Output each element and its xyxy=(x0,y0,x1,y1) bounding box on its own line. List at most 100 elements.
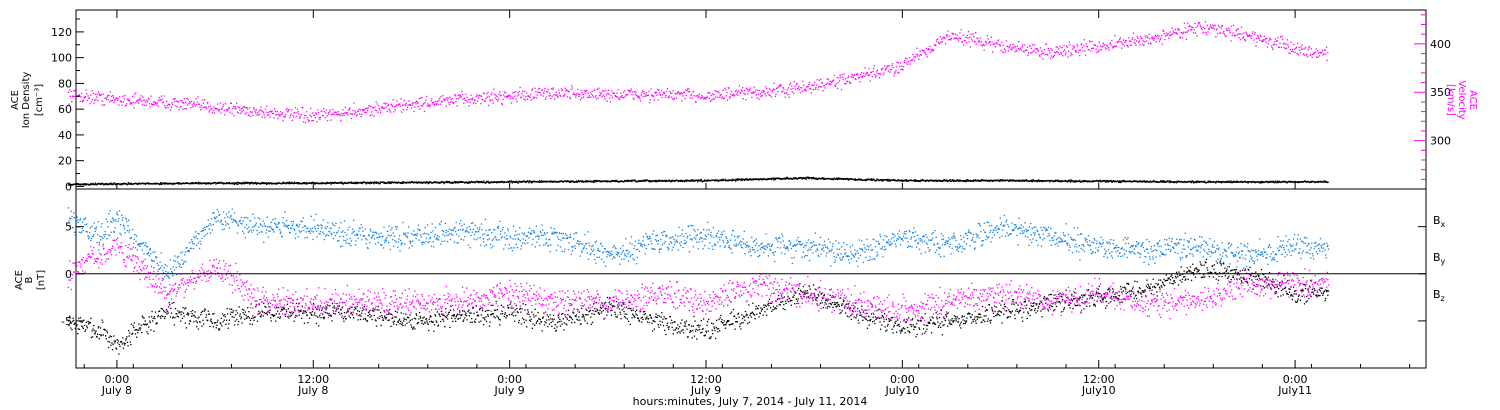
density-point xyxy=(179,182,181,184)
velocity-point xyxy=(348,108,350,110)
velocity-point xyxy=(347,114,349,116)
density-point xyxy=(483,180,485,182)
velocity-point xyxy=(358,108,360,110)
bx-point xyxy=(285,309,287,311)
velocity-point xyxy=(856,73,858,75)
bx-point xyxy=(182,312,185,314)
velocity-point xyxy=(1153,38,1155,40)
velocity-point xyxy=(615,95,617,97)
density-point xyxy=(894,179,896,181)
velocity-point xyxy=(983,49,985,51)
density-point xyxy=(1060,180,1062,182)
velocity-point xyxy=(355,112,357,114)
density-point xyxy=(949,179,951,181)
velocity-point xyxy=(662,92,665,94)
velocity-point xyxy=(1268,37,1271,39)
density-point xyxy=(1169,180,1171,182)
velocity-point xyxy=(948,39,950,41)
bx-point xyxy=(208,313,210,315)
velocity-point xyxy=(675,93,677,95)
velocity-point xyxy=(601,90,604,92)
velocity-point xyxy=(354,110,356,112)
density-point xyxy=(1082,181,1084,183)
velocity-point xyxy=(994,46,996,48)
density-point xyxy=(815,178,817,180)
velocity-point xyxy=(328,113,330,115)
density-point xyxy=(1070,180,1072,183)
velocity-point xyxy=(97,91,100,93)
velocity-point xyxy=(819,78,822,81)
velocity-point xyxy=(96,96,98,98)
velocity-point xyxy=(1082,50,1084,52)
velocity-point xyxy=(910,59,912,62)
velocity-point xyxy=(272,112,274,115)
velocity-point xyxy=(420,97,422,99)
bx-point xyxy=(207,319,209,322)
velocity-point xyxy=(105,97,107,99)
density-point xyxy=(448,181,450,184)
velocity-point xyxy=(319,118,321,121)
bx-point xyxy=(144,324,146,326)
density-point xyxy=(606,181,608,183)
velocity-point xyxy=(810,88,812,90)
density-point xyxy=(144,183,147,185)
density-point xyxy=(1060,181,1063,183)
bx-point xyxy=(71,329,73,331)
velocity-point xyxy=(852,75,854,77)
velocity-point xyxy=(1194,32,1197,34)
velocity-point xyxy=(229,111,231,114)
velocity-point xyxy=(298,113,300,115)
velocity-point xyxy=(1181,32,1183,34)
density-point xyxy=(804,177,806,179)
velocity-point xyxy=(154,101,156,103)
density-point xyxy=(1324,180,1326,182)
bx-point xyxy=(152,317,154,319)
bx-point xyxy=(315,315,317,317)
velocity-point xyxy=(1225,35,1227,37)
velocity-point xyxy=(721,97,723,99)
velocity-point xyxy=(567,90,569,92)
density-point xyxy=(321,183,323,185)
density-point xyxy=(507,180,509,183)
bx-point xyxy=(107,346,110,349)
velocity-point xyxy=(361,113,363,116)
velocity-point xyxy=(1230,40,1232,42)
velocity-point xyxy=(211,108,213,110)
velocity-point xyxy=(401,111,403,113)
velocity-point xyxy=(296,112,298,114)
velocity-point xyxy=(129,103,131,105)
bx-point xyxy=(197,317,199,319)
velocity-point xyxy=(956,37,958,40)
density-point xyxy=(338,182,340,184)
velocity-point xyxy=(838,80,841,82)
velocity-point xyxy=(657,99,659,101)
velocity-point xyxy=(1119,37,1121,39)
density-point xyxy=(427,183,429,185)
bx-point xyxy=(250,303,252,305)
velocity-point xyxy=(759,89,761,92)
density-point xyxy=(957,180,960,182)
velocity-point xyxy=(1104,47,1106,49)
velocity-point xyxy=(492,99,494,101)
bx-point xyxy=(110,344,112,346)
bx-point xyxy=(276,306,278,309)
velocity-point xyxy=(771,91,773,93)
velocity-point xyxy=(331,113,333,115)
velocity-point xyxy=(789,82,792,84)
density-point xyxy=(163,182,165,184)
velocity-point xyxy=(891,65,893,67)
velocity-point xyxy=(829,80,831,82)
density-point xyxy=(613,180,615,182)
velocity-point xyxy=(742,86,744,89)
density-point xyxy=(921,180,923,182)
velocity-point xyxy=(745,87,748,89)
density-point xyxy=(68,184,70,186)
velocity-point xyxy=(1187,30,1189,32)
velocity-point xyxy=(369,114,371,117)
density-point xyxy=(927,180,930,182)
bx-point xyxy=(82,326,84,328)
density-point xyxy=(1098,181,1100,183)
velocity-point xyxy=(245,107,247,109)
velocity-point xyxy=(1316,56,1318,58)
density-point xyxy=(477,181,479,184)
